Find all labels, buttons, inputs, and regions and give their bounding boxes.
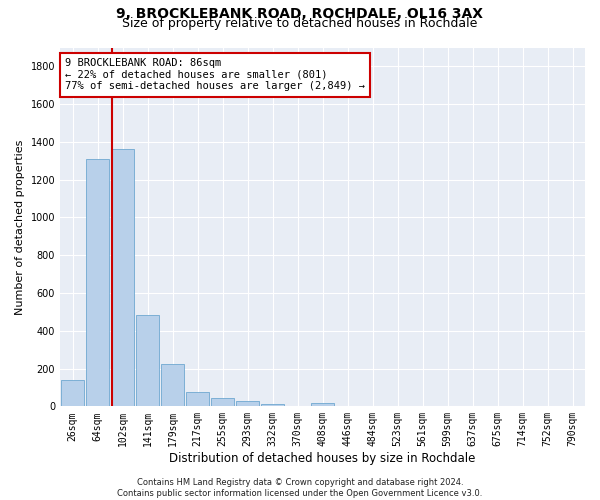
Bar bbox=[61, 380, 84, 406]
Text: Contains HM Land Registry data © Crown copyright and database right 2024.
Contai: Contains HM Land Registry data © Crown c… bbox=[118, 478, 482, 498]
Bar bbox=[86, 159, 109, 406]
Bar bbox=[186, 392, 209, 406]
Bar bbox=[236, 401, 259, 406]
Bar bbox=[311, 403, 334, 406]
X-axis label: Distribution of detached houses by size in Rochdale: Distribution of detached houses by size … bbox=[169, 452, 476, 465]
Bar bbox=[161, 364, 184, 406]
Bar bbox=[111, 148, 134, 406]
Bar bbox=[211, 398, 234, 406]
Bar bbox=[261, 404, 284, 406]
Bar bbox=[136, 314, 159, 406]
Text: Size of property relative to detached houses in Rochdale: Size of property relative to detached ho… bbox=[122, 18, 478, 30]
Text: 9, BROCKLEBANK ROAD, ROCHDALE, OL16 3AX: 9, BROCKLEBANK ROAD, ROCHDALE, OL16 3AX bbox=[116, 8, 484, 22]
Y-axis label: Number of detached properties: Number of detached properties bbox=[15, 139, 25, 314]
Text: 9 BROCKLEBANK ROAD: 86sqm
← 22% of detached houses are smaller (801)
77% of semi: 9 BROCKLEBANK ROAD: 86sqm ← 22% of detac… bbox=[65, 58, 365, 92]
